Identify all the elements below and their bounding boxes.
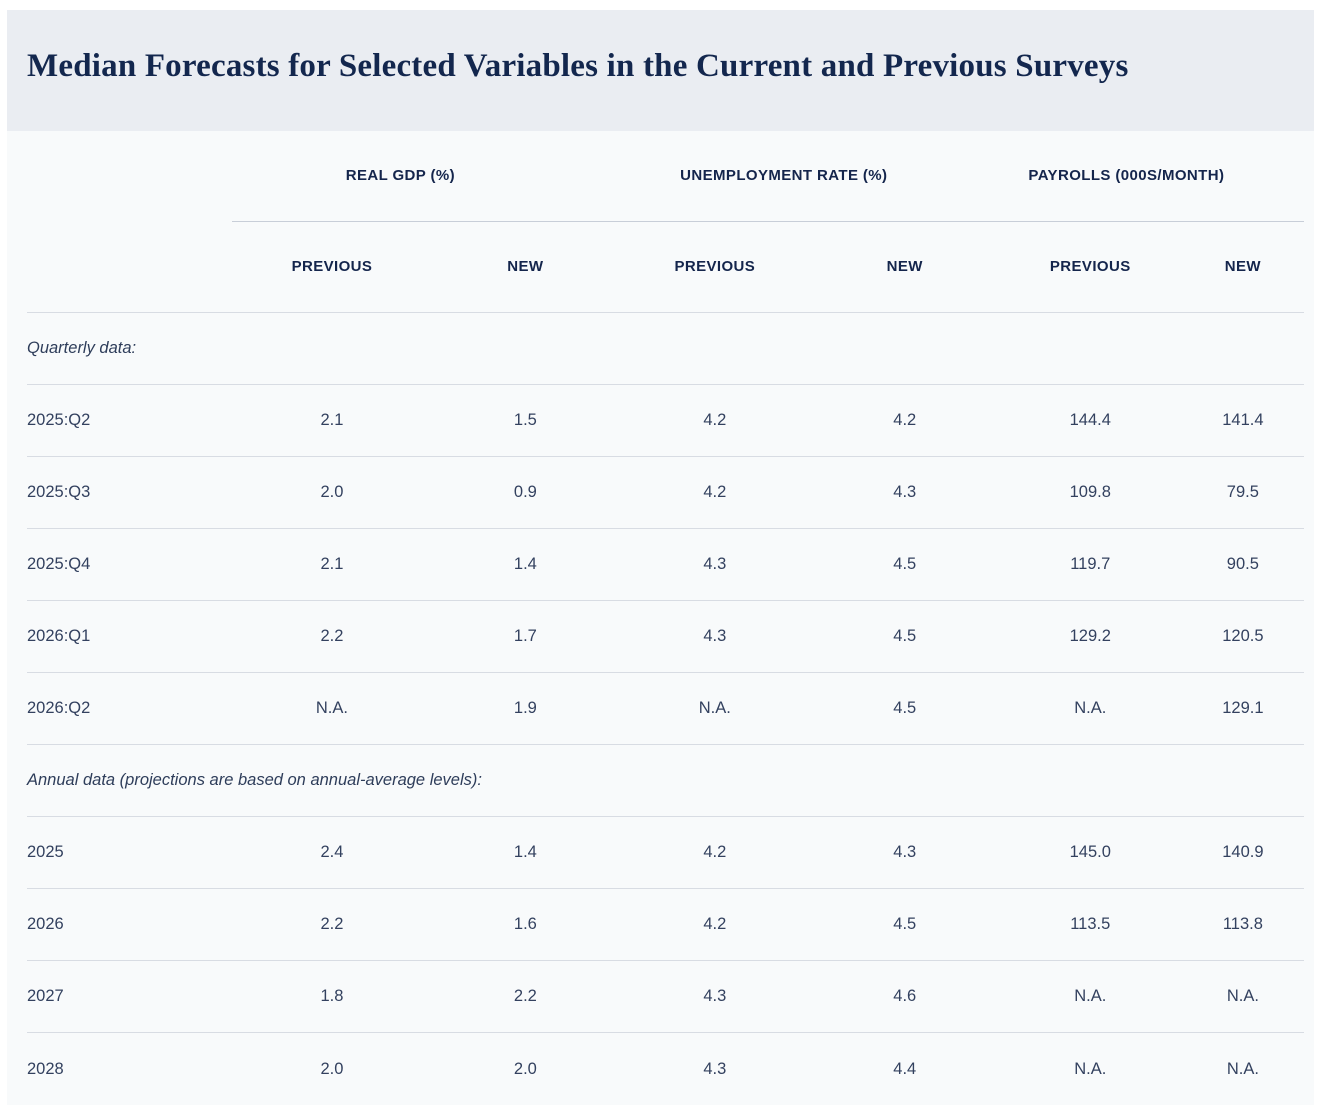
sub-header-unemployment-new: NEW — [810, 221, 999, 313]
data-cell: 4.3 — [618, 960, 811, 1033]
table-section: REAL GDP (%) UNEMPLOYMENT RATE (%) PAYRO… — [7, 131, 1314, 1105]
data-cell: 2.4 — [231, 816, 432, 889]
data-cell: 90.5 — [1181, 528, 1304, 601]
sub-header-gdp-new: NEW — [431, 221, 619, 313]
sub-header-row: PREVIOUS NEW PREVIOUS NEW PREVIOUS NEW — [27, 221, 1304, 313]
data-cell: 4.2 — [618, 384, 811, 457]
table-row: 2027 1.8 2.2 4.3 4.6 N.A. N.A. — [27, 960, 1304, 1033]
data-cell: 1.6 — [431, 888, 619, 961]
data-cell: 2.1 — [231, 528, 432, 601]
table-row: 2026:Q2 N.A. 1.9 N.A. 4.5 N.A. 129.1 — [27, 672, 1304, 745]
data-cell: 4.6 — [810, 960, 999, 1033]
corner-cell — [27, 131, 232, 221]
data-cell: N.A. — [998, 960, 1182, 1033]
data-cell: 1.4 — [431, 528, 619, 601]
column-group-payrolls: PAYROLLS (000S/MONTH) — [998, 131, 1304, 222]
page: Median Forecasts for Selected Variables … — [7, 10, 1314, 1105]
data-cell: 2.0 — [320, 1059, 344, 1078]
data-cell: 4.2 — [618, 888, 811, 961]
column-group-unemployment-rate: UNEMPLOYMENT RATE (%) — [618, 131, 999, 222]
data-cell: 1.5 — [431, 384, 619, 457]
row-label: 2026:Q1 — [27, 600, 232, 673]
data-cell: 2.0 — [513, 1059, 537, 1078]
data-cell: 4.5 — [810, 600, 999, 673]
data-cell: 4.3 — [810, 816, 999, 889]
data-cell: 141.4 — [1181, 384, 1304, 457]
data-cell: N.A. — [998, 672, 1182, 745]
data-cell: 4.3 — [703, 1059, 727, 1078]
data-cell: 144.4 — [998, 384, 1182, 457]
section-label: Quarterly data: — [27, 312, 1304, 385]
column-group-real-gdp: REAL GDP (%) — [231, 131, 619, 222]
data-cell: N.A. — [1181, 960, 1304, 1033]
sub-header-gdp-previous: PREVIOUS — [231, 221, 432, 313]
row-label: 2026:Q2 — [27, 672, 232, 745]
data-cell: 4.3 — [618, 600, 811, 673]
data-cell: 79.5 — [1181, 456, 1304, 529]
data-cell: 0.9 — [431, 456, 619, 529]
data-cell: 113.5 — [998, 888, 1182, 961]
data-cell: 145.0 — [998, 816, 1182, 889]
data-cell: 4.5 — [810, 672, 999, 745]
section-row-annual: Annual data (projections are based on an… — [27, 744, 1304, 817]
data-cell: 4.5 — [810, 528, 999, 601]
data-cell: 1.9 — [431, 672, 619, 745]
data-cell: 4.3 — [810, 456, 999, 529]
table-row: 2026:Q1 2.2 1.7 4.3 4.5 129.2 120.5 — [27, 600, 1304, 673]
data-cell: 2.2 — [231, 888, 432, 961]
table-row: 2028 2.0 2.0 4.3 4.4 N.A. N.A. — [27, 1032, 1304, 1105]
data-cell: 140.9 — [1181, 816, 1304, 889]
data-cell: 4.3 — [618, 528, 811, 601]
section-row-quarterly: Quarterly data: — [27, 312, 1304, 385]
row-label: 2025:Q2 — [27, 384, 232, 457]
title-band: Median Forecasts for Selected Variables … — [7, 10, 1314, 131]
data-cell: 1.8 — [231, 960, 432, 1033]
data-cell: 4.4 — [893, 1059, 917, 1078]
table-row: 2025:Q3 2.0 0.9 4.2 4.3 109.8 79.5 — [27, 456, 1304, 529]
row-label: 2025 — [27, 816, 232, 889]
table-row: 2025:Q4 2.1 1.4 4.3 4.5 119.7 90.5 — [27, 528, 1304, 601]
data-cell: 120.5 — [1181, 600, 1304, 673]
data-cell: N.A. — [618, 672, 811, 745]
data-cell: 4.2 — [810, 384, 999, 457]
forecast-table: REAL GDP (%) UNEMPLOYMENT RATE (%) PAYRO… — [27, 131, 1304, 1105]
row-label: 2028 — [27, 1059, 64, 1078]
data-cell: 4.5 — [810, 888, 999, 961]
column-group-header-row: REAL GDP (%) UNEMPLOYMENT RATE (%) PAYRO… — [27, 131, 1304, 222]
data-cell: N.A. — [231, 672, 432, 745]
data-cell: 129.2 — [998, 600, 1182, 673]
data-cell: 2.2 — [431, 960, 619, 1033]
sub-header-payrolls-new: NEW — [1181, 221, 1304, 313]
data-cell: 113.8 — [1181, 888, 1304, 961]
data-cell: 1.4 — [431, 816, 619, 889]
data-cell: 2.1 — [231, 384, 432, 457]
row-label: 2025:Q3 — [27, 456, 232, 529]
row-label: 2026 — [27, 888, 232, 961]
data-cell: 4.2 — [618, 816, 811, 889]
section-label: Annual data (projections are based on an… — [27, 744, 1304, 817]
data-cell: 1.7 — [431, 600, 619, 673]
table-row: 2025 2.4 1.4 4.2 4.3 145.0 140.9 — [27, 816, 1304, 889]
row-label: 2027 — [27, 960, 232, 1033]
data-cell: 119.7 — [998, 528, 1182, 601]
sub-header-payrolls-previous: PREVIOUS — [998, 221, 1182, 313]
page-title: Median Forecasts for Selected Variables … — [27, 48, 1129, 84]
data-cell: N.A. — [1074, 1059, 1107, 1078]
row-label: 2025:Q4 — [27, 528, 232, 601]
data-cell: N.A. — [1226, 1059, 1259, 1078]
sub-header-unemployment-previous: PREVIOUS — [618, 221, 811, 313]
data-cell: 4.2 — [618, 456, 811, 529]
table-row: 2026 2.2 1.6 4.2 4.5 113.5 113.8 — [27, 888, 1304, 961]
corner-cell — [27, 221, 232, 313]
data-cell: 2.2 — [231, 600, 432, 673]
data-cell: 2.0 — [231, 456, 432, 529]
data-cell: 129.1 — [1181, 672, 1304, 745]
table-row: 2025:Q2 2.1 1.5 4.2 4.2 144.4 141.4 — [27, 384, 1304, 457]
data-cell: 109.8 — [998, 456, 1182, 529]
